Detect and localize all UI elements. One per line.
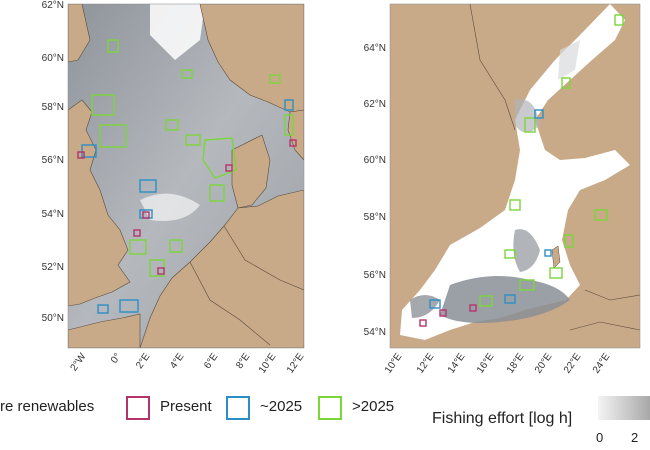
- lon-label: 10°E: [257, 351, 279, 375]
- legend-title: re renewables: [0, 398, 95, 415]
- lon-label: 18°E: [505, 351, 527, 375]
- lat-label: 50°N: [42, 313, 64, 324]
- lon-label: 20°E: [533, 351, 555, 375]
- baltic-sea-map: 64°N 62°N 60°N 58°N 56°N 54°N 10°E 12°E …: [364, 3, 641, 376]
- renewables-present: [419, 304, 477, 327]
- lon-label: 24°E: [591, 351, 613, 375]
- effort-tick-min: 0: [596, 430, 604, 445]
- legend-label-future: >2025: [352, 398, 395, 415]
- legend-label-present: Present: [160, 398, 212, 415]
- legend-swatch-present: [126, 396, 150, 420]
- map-legend: re renewables Present ~2025 >2025 Fishin…: [0, 390, 650, 450]
- lat-label: 54°N: [42, 209, 64, 220]
- effort-gradient-bar: [598, 396, 650, 420]
- lat-label: 62°N: [42, 0, 64, 11]
- effort-legend-title: Fishing effort [log h]: [432, 410, 573, 427]
- lon-label: 8°E: [234, 351, 253, 371]
- lon-label: 12°E: [415, 351, 437, 375]
- lon-label: 0°: [109, 351, 123, 365]
- lon-label: 10°E: [383, 351, 405, 375]
- effort-tick-max: 2: [631, 430, 639, 445]
- lon-label: 6°E: [202, 351, 221, 371]
- lat-label: 60°N: [42, 53, 64, 64]
- renewables-near-term: [81, 99, 294, 314]
- lat-label: 58°N: [364, 212, 386, 223]
- legend-label-near-term: ~2025: [260, 398, 303, 415]
- lat-label: 64°N: [364, 43, 386, 54]
- lat-label: 52°N: [42, 262, 64, 273]
- denmark-land: [231, 134, 271, 209]
- renewables-future: [479, 14, 624, 307]
- lat-label: 60°N: [364, 155, 386, 166]
- lon-label: 16°E: [475, 351, 497, 375]
- norway-land: [199, 4, 304, 113]
- lon-label: 4°E: [168, 351, 187, 371]
- lon-label: 12°E: [285, 351, 307, 375]
- lat-label: 58°N: [42, 102, 64, 113]
- continent-land: [139, 189, 304, 348]
- legend-swatch-future: [318, 396, 342, 420]
- lat-label: 56°N: [42, 155, 64, 166]
- lon-label: 14°E: [446, 351, 468, 375]
- renewables-present: [77, 139, 297, 275]
- lon-label: 22°E: [562, 351, 584, 375]
- lat-label: 62°N: [364, 99, 386, 110]
- lon-label: 2°E: [134, 351, 153, 371]
- lon-label: 2°W: [69, 351, 89, 373]
- lat-label: 54°N: [364, 327, 386, 338]
- baltic-sea-water: [400, 4, 630, 340]
- renewables-near-term: [429, 109, 552, 309]
- north-sea-map: 62°N 60°N 58°N 56°N 54°N 52°N 50°N 2°W 0…: [42, 0, 307, 376]
- legend-swatch-near-term: [226, 396, 250, 420]
- lat-label: 56°N: [364, 270, 386, 281]
